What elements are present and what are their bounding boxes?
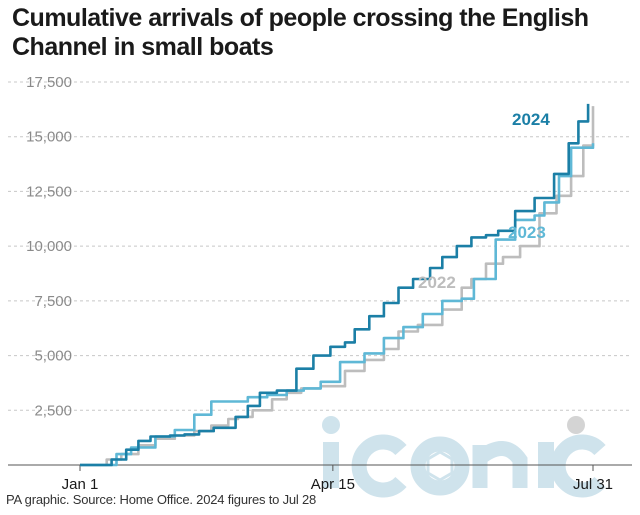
series-labels: 2024 2023 2022 (418, 110, 550, 292)
series-line-2023 (80, 143, 595, 467)
series-lines (80, 103, 595, 467)
x-tick-label: Jul 31 (573, 476, 613, 493)
source-note: PA graphic. Source: Home Office. 2024 fi… (6, 492, 317, 507)
series-line-2024 (80, 103, 590, 467)
y-tick-label: 2,500 (34, 402, 72, 419)
chart-title: Cumulative arrivals of people crossing t… (12, 4, 589, 61)
axes: 2,500 5,000 7,500 10,000 12,500 15,000 17,500 J… (8, 74, 632, 493)
watermark-shape (410, 436, 470, 496)
y-tick-label: 12,500 (26, 183, 72, 200)
watermark-shape (567, 416, 585, 434)
watermark-shape (426, 450, 454, 482)
watermark-shape (351, 434, 407, 498)
series-label-2024: 2024 (512, 110, 550, 129)
y-tick-label: 10,000 (26, 238, 72, 255)
series-label-2022: 2022 (418, 273, 456, 292)
watermark-shape (322, 416, 340, 434)
series-label-2023: 2023 (508, 223, 546, 242)
y-tick-label: 5,000 (34, 348, 72, 365)
series-line-2022 (80, 106, 595, 467)
watermark-shape (550, 434, 606, 498)
grid-lines (8, 81, 632, 411)
watermark-shape (472, 441, 528, 488)
y-tick-label: 15,000 (26, 129, 72, 146)
watermark (322, 416, 606, 498)
y-tick-label: 7,500 (34, 293, 72, 310)
x-tick-label: Apr 15 (311, 476, 355, 493)
y-tick-label: 17,500 (26, 74, 72, 91)
x-tick-label: Jan 1 (62, 476, 99, 493)
